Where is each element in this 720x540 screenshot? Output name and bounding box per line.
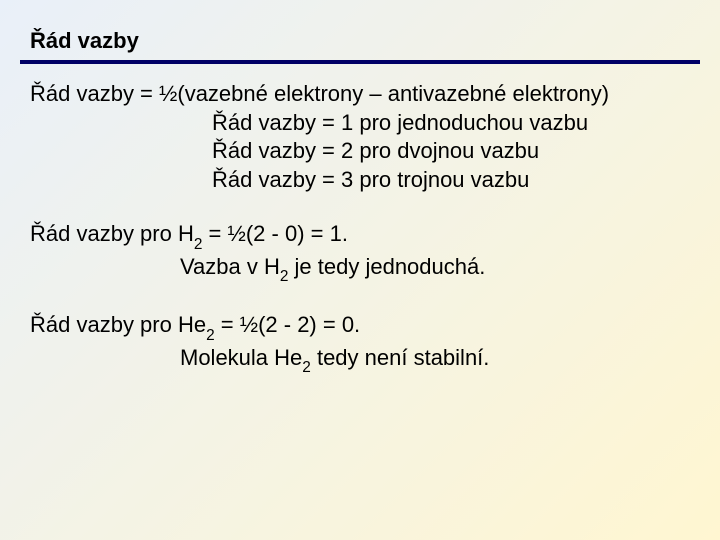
ex1-l1-sub: 2 <box>194 236 203 253</box>
example-h2-line2: Vazba v H2 je tedy jednoduchá. <box>180 253 700 285</box>
formula-line: Řád vazby = ½(vazebné elektrony – antiva… <box>30 80 700 109</box>
def-line-1: Řád vazby = 1 pro jednoduchou vazbu <box>212 109 700 138</box>
ex2-l1-sub: 2 <box>206 327 215 344</box>
def-line-2: Řád vazby = 2 pro dvojnou vazbu <box>212 137 700 166</box>
example-he2-line2: Molekula He2 tedy není stabilní. <box>180 344 700 376</box>
definition-block: Řád vazby = ½(vazebné elektrony – antiva… <box>30 80 700 194</box>
example-he2: Řád vazby pro He2 = ½(2 - 2) = 0. Moleku… <box>30 311 700 376</box>
example-h2-line1: Řád vazby pro H2 = ½(2 - 0) = 1. <box>30 220 700 252</box>
slide-title: Řád vazby <box>30 28 139 53</box>
example-h2: Řád vazby pro H2 = ½(2 - 0) = 1. Vazba v… <box>30 220 700 285</box>
slide-background: Řád vazby Řád vazby = ½(vazebné elektron… <box>0 0 720 540</box>
ex2-l2-pre: Molekula He <box>180 345 302 370</box>
def-line-3: Řád vazby = 3 pro trojnou vazbu <box>212 166 700 195</box>
ex2-l1-pre: Řád vazby pro He <box>30 312 206 337</box>
example-he2-line1: Řád vazby pro He2 = ½(2 - 2) = 0. <box>30 311 700 343</box>
header: Řád vazby <box>0 0 720 60</box>
ex1-l1-pre: Řád vazby pro H <box>30 221 194 246</box>
ex1-l2-post: je tedy jednoduchá. <box>288 254 485 279</box>
ex1-l2-pre: Vazba v H <box>180 254 280 279</box>
ex2-l2-post: tedy není stabilní. <box>311 345 490 370</box>
ex2-l1-post: = ½(2 - 2) = 0. <box>215 312 361 337</box>
ex1-l2-sub: 2 <box>280 268 289 285</box>
ex2-l2-sub: 2 <box>302 359 311 376</box>
ex1-l1-post: = ½(2 - 0) = 1. <box>202 221 348 246</box>
content: Řád vazby = ½(vazebné elektrony – antiva… <box>0 64 720 376</box>
